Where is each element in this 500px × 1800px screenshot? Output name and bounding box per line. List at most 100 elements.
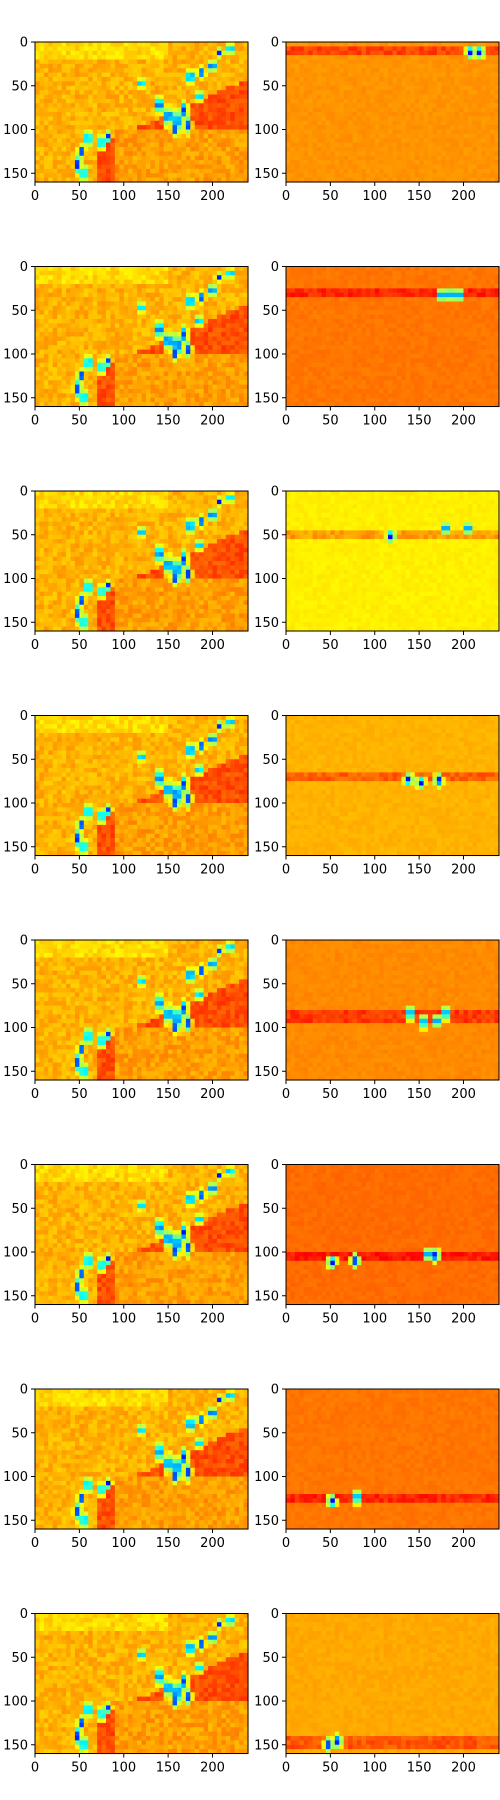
heatmap-cell: [401, 156, 406, 161]
heatmap-cell: [393, 116, 398, 121]
heatmap-cell: [299, 77, 304, 82]
heatmap-cell: [48, 160, 53, 165]
heatmap-cell: [239, 73, 244, 78]
heatmap-cell: [142, 398, 147, 403]
heatmap-cell: [150, 46, 155, 51]
heatmap-cell: [295, 99, 300, 104]
heatmap-cell: [62, 134, 67, 139]
heatmap-cell: [159, 280, 164, 285]
heatmap-cell: [437, 108, 442, 113]
heatmap-cell: [348, 99, 353, 104]
heatmap-cell: [424, 160, 429, 165]
heatmap-cell: [419, 173, 424, 178]
heatmap-cell: [88, 280, 93, 285]
heatmap-cell: [150, 280, 155, 285]
heatmap-cell: [106, 116, 111, 121]
heatmap-cell: [472, 103, 477, 108]
heatmap-cell: [93, 284, 98, 289]
heatmap-cell: [330, 112, 335, 117]
heatmap-cell: [221, 55, 226, 60]
heatmap-cell: [295, 147, 300, 152]
heatmap-cell: [106, 398, 111, 403]
heatmap-cell: [348, 293, 353, 298]
heatmap-cell: [235, 86, 240, 91]
heatmap-cell: [106, 341, 111, 346]
heatmap-cell: [226, 363, 231, 368]
heatmap-cell: [159, 372, 164, 377]
heatmap-cell: [115, 160, 120, 165]
heatmap-cell: [313, 288, 318, 293]
heatmap-cell: [146, 169, 151, 174]
heatmap-cell: [146, 165, 151, 170]
heatmap-cell: [133, 280, 138, 285]
heatmap-cell: [208, 46, 213, 51]
heatmap-cell: [379, 284, 384, 289]
heatmap-cell: [119, 385, 124, 390]
heatmap-cell: [424, 288, 429, 293]
heatmap-cell: [57, 86, 62, 91]
heatmap-cell: [150, 385, 155, 390]
heatmap-cell: [35, 350, 40, 355]
heatmap-cell: [204, 112, 209, 117]
heatmap-cell: [53, 302, 58, 307]
heatmap-cell: [195, 86, 200, 91]
heatmap-cell: [317, 130, 322, 135]
heatmap-cell: [88, 271, 93, 276]
heatmap-cell: [239, 86, 244, 91]
heatmap-cell: [388, 288, 393, 293]
heatmap-cell: [339, 138, 344, 143]
heatmap-cell: [339, 288, 344, 293]
heatmap-cell: [308, 125, 313, 130]
y-tick-label: 100: [3, 348, 28, 363]
heatmap-cell: [146, 280, 151, 285]
heatmap-cell: [344, 108, 349, 113]
heatmap-cell: [204, 306, 209, 311]
heatmap-cell: [406, 60, 411, 65]
heatmap-cell: [464, 267, 469, 272]
heatmap-cell: [53, 60, 58, 65]
heatmap-cell: [437, 86, 442, 91]
heatmap-cell: [308, 160, 313, 165]
heatmap-cell: [322, 86, 327, 91]
heatmap-cell: [486, 138, 491, 143]
heatmap-cell: [490, 51, 495, 56]
heatmap-cell: [379, 90, 384, 95]
heatmap-cell: [313, 280, 318, 285]
heatmap-cell: [330, 103, 335, 108]
heatmap-cell: [159, 134, 164, 139]
heatmap-cell: [204, 103, 209, 108]
heatmap-cell: [393, 125, 398, 130]
heatmap-cell: [93, 134, 98, 139]
heatmap-cell: [424, 42, 429, 47]
heatmap-cell: [313, 86, 318, 91]
heatmap-cell: [190, 60, 195, 65]
heatmap-cell: [115, 376, 120, 381]
heatmap-cell: [388, 275, 393, 280]
heatmap-cell: [410, 46, 415, 51]
heatmap-cell: [226, 288, 231, 293]
heatmap-cell: [128, 173, 133, 178]
heatmap-cell: [393, 271, 398, 276]
heatmap-cell: [437, 134, 442, 139]
heatmap-cell: [375, 147, 380, 152]
heatmap-cell: [406, 147, 411, 152]
heatmap-cell: [441, 86, 446, 91]
heatmap-cell: [35, 385, 40, 390]
heatmap-cell: [468, 42, 473, 47]
heatmap-cell: [366, 55, 371, 60]
heatmap-cell: [119, 116, 124, 121]
heatmap-cell: [66, 121, 71, 126]
heatmap-cell: [62, 319, 67, 324]
heatmap-cell: [446, 169, 451, 174]
heatmap-cell: [477, 284, 482, 289]
heatmap-cell: [195, 73, 200, 78]
heatmap-cell: [217, 323, 222, 328]
heatmap-cell: [397, 151, 402, 156]
heatmap-cell: [186, 319, 191, 324]
heatmap-cell: [66, 341, 71, 346]
heatmap-cell: [326, 73, 331, 78]
heatmap-cell: [415, 288, 420, 293]
heatmap-cell: [44, 55, 49, 60]
heatmap-cell: [93, 315, 98, 320]
heatmap-cell: [119, 337, 124, 342]
